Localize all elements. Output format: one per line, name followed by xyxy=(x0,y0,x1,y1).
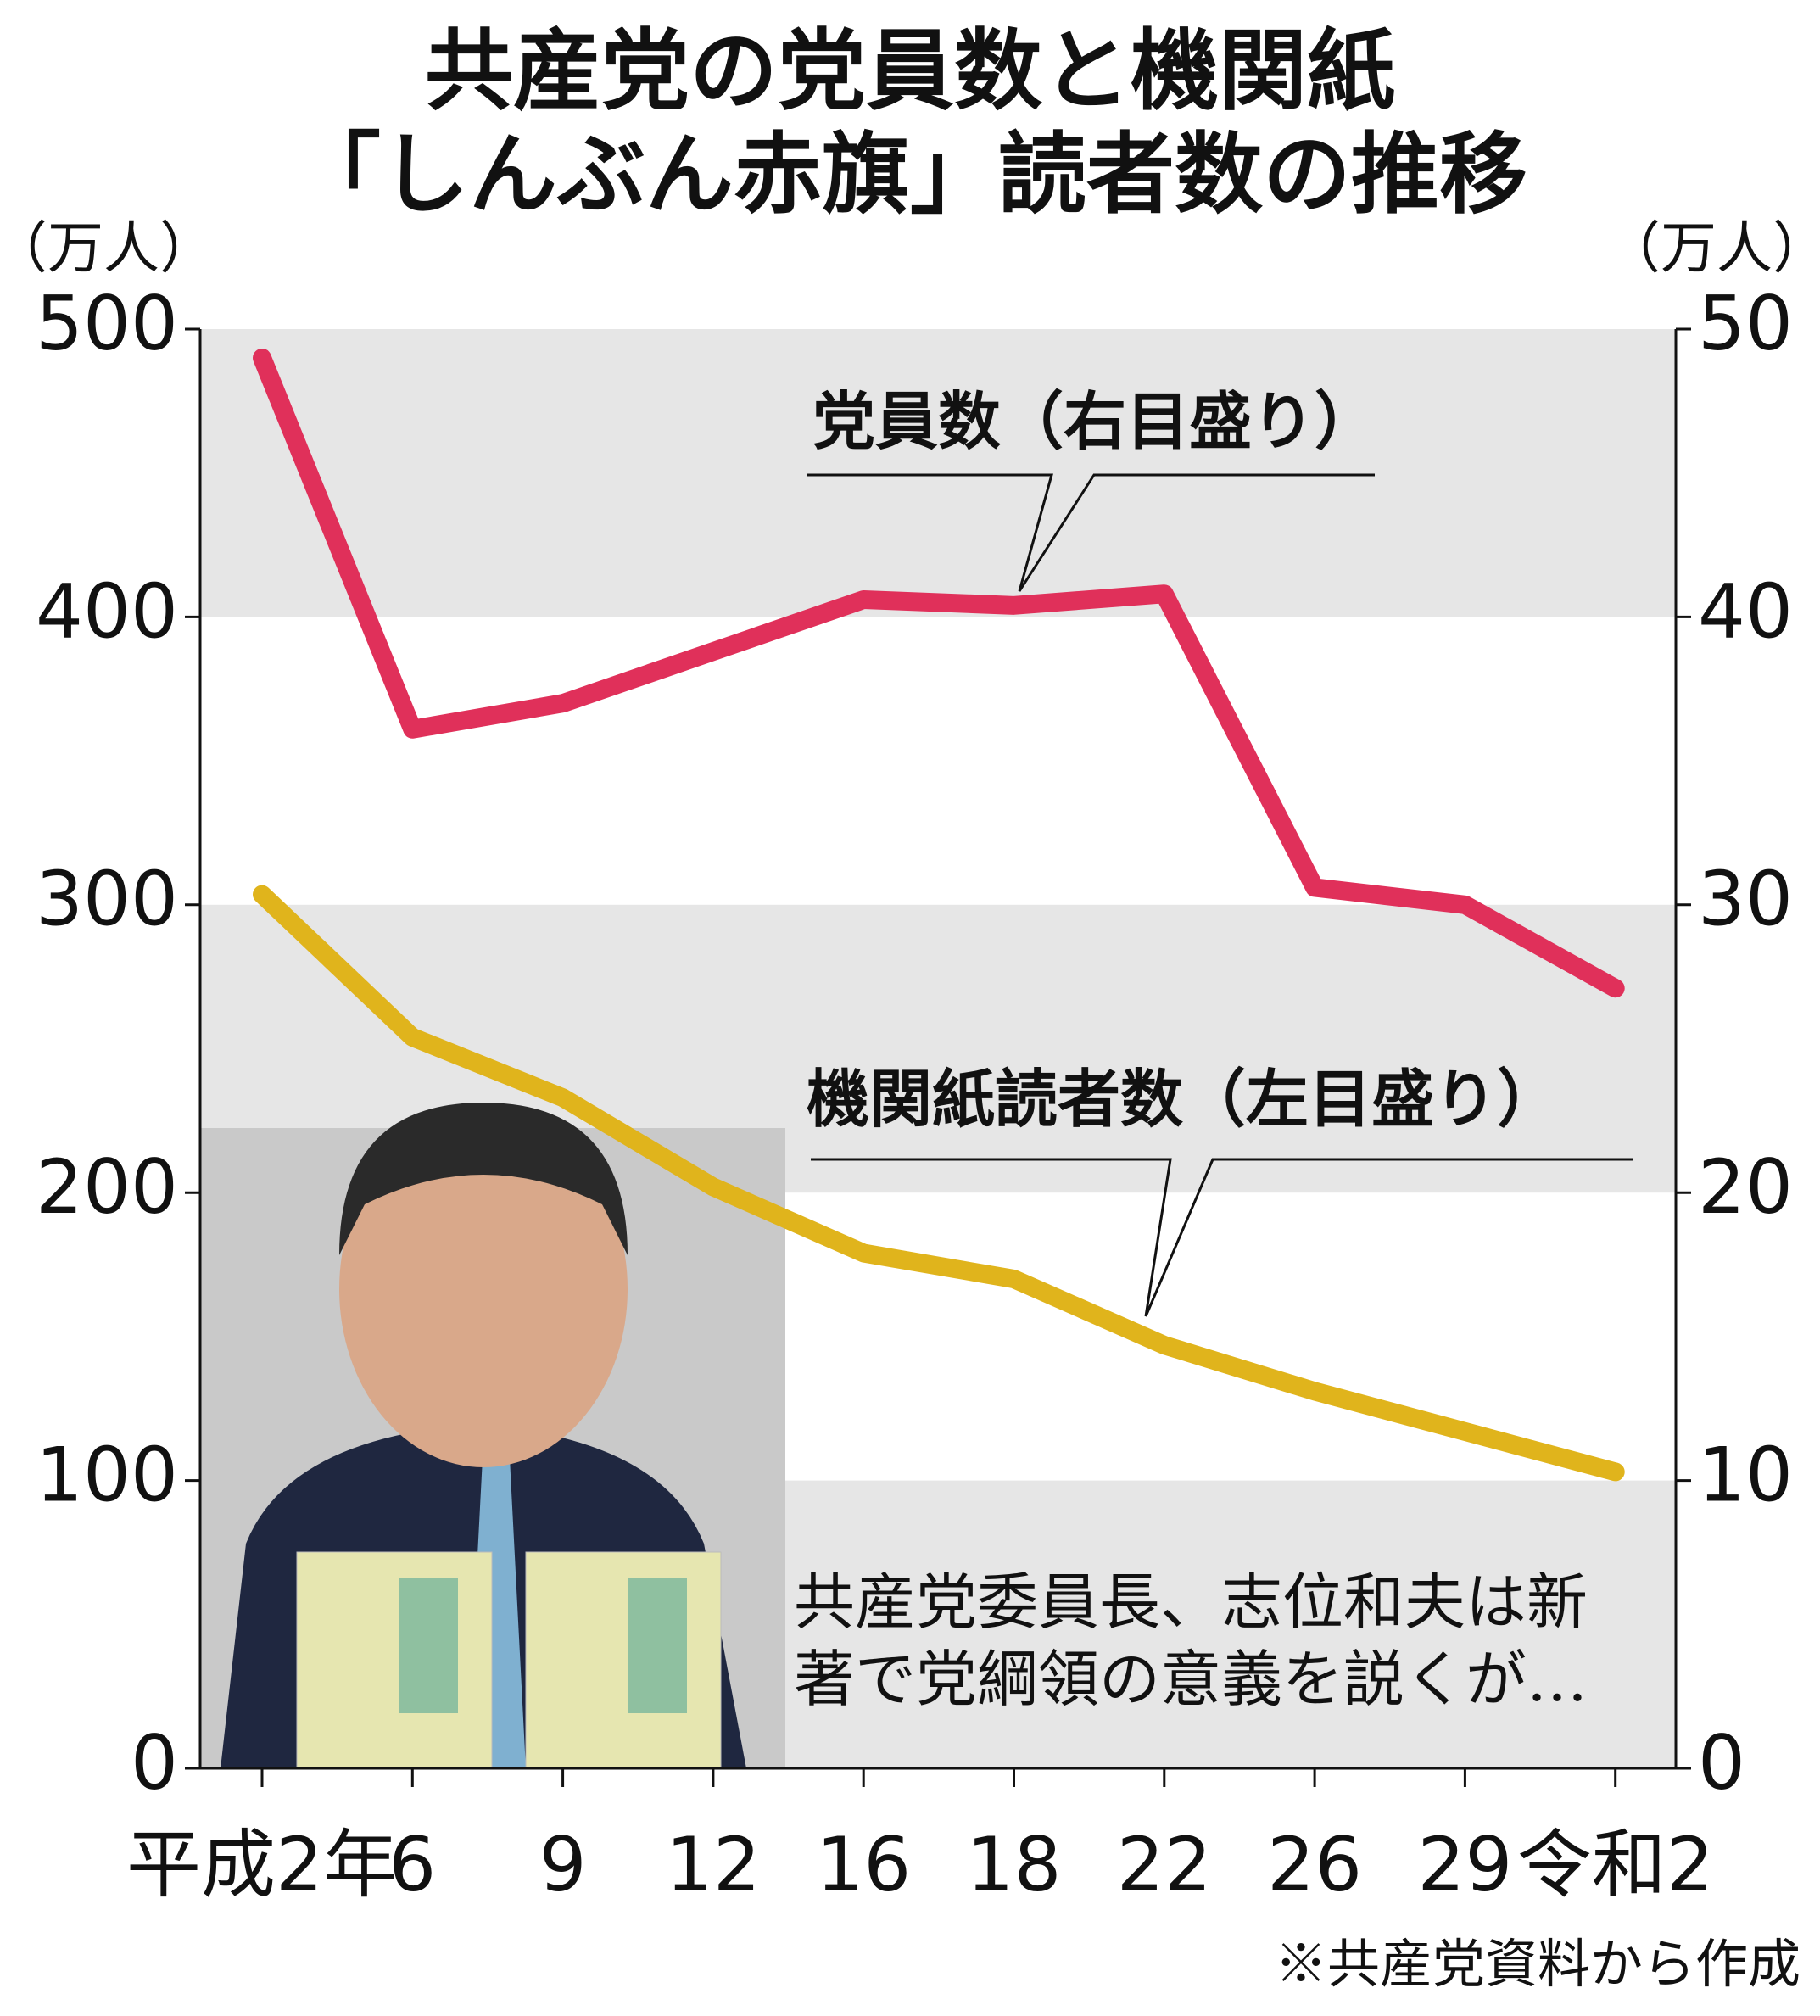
hair xyxy=(339,1103,628,1255)
callout xyxy=(811,1158,1633,1317)
book xyxy=(525,1551,722,1769)
x-tick-label: 9 xyxy=(539,1821,587,1908)
y-tick-label: 400 xyxy=(36,567,178,655)
x-tick-label: 22 xyxy=(1117,1821,1212,1908)
x-tick-label: 29 xyxy=(1417,1821,1512,1908)
book xyxy=(296,1551,493,1769)
chart-title: 共産党の党員数と機関紙 xyxy=(425,19,1395,122)
y-tick-label: 500 xyxy=(36,280,178,367)
y-tick-label: 100 xyxy=(36,1432,178,1519)
y-tick-label: 0 xyxy=(131,1719,178,1807)
x-tick-label: 18 xyxy=(967,1821,1062,1908)
y2-tick-label: 30 xyxy=(1698,856,1793,943)
series-label: 党員数（右目盛り） xyxy=(812,386,1377,459)
y-tick-label: 300 xyxy=(36,856,178,943)
photo-caption: 著で党綱領の意義を説くが… xyxy=(794,1644,1588,1715)
y-tick-label: 200 xyxy=(36,1143,178,1231)
y2-tick-label: 20 xyxy=(1698,1143,1793,1231)
x-tick-label: 26 xyxy=(1267,1821,1362,1908)
book-label xyxy=(628,1578,687,1713)
y2-tick-label: 50 xyxy=(1698,280,1793,367)
chart-title: 「しんぶん赤旗」読者数の推移 xyxy=(293,122,1527,226)
photo-caption: 共産党委員長、志位和夫は新 xyxy=(794,1566,1588,1638)
y2-tick-label: 10 xyxy=(1698,1432,1793,1519)
series-line xyxy=(253,348,1625,998)
y-unit: （万人） xyxy=(0,215,215,281)
band xyxy=(200,329,1676,617)
source: ※共産党資料から作成 xyxy=(1275,1933,1800,1995)
series-line xyxy=(253,885,1625,1482)
callout xyxy=(807,473,1375,592)
x-tick-label: 16 xyxy=(816,1821,911,1908)
y2-tick-label: 40 xyxy=(1698,567,1793,655)
x-tick-label: 令和2 xyxy=(1517,1821,1714,1908)
y2-tick-label: 0 xyxy=(1698,1719,1745,1807)
photo xyxy=(200,1103,785,1769)
x-tick-label: 6 xyxy=(388,1821,436,1908)
x-tick-label: 平成2年 xyxy=(126,1821,398,1908)
y2-unit: （万人） xyxy=(1605,215,1820,281)
series-label: 機関紙読者数（左目盛り） xyxy=(807,1064,1560,1136)
face xyxy=(339,1111,628,1467)
book-label xyxy=(399,1578,458,1713)
x-tick-label: 12 xyxy=(666,1821,761,1908)
